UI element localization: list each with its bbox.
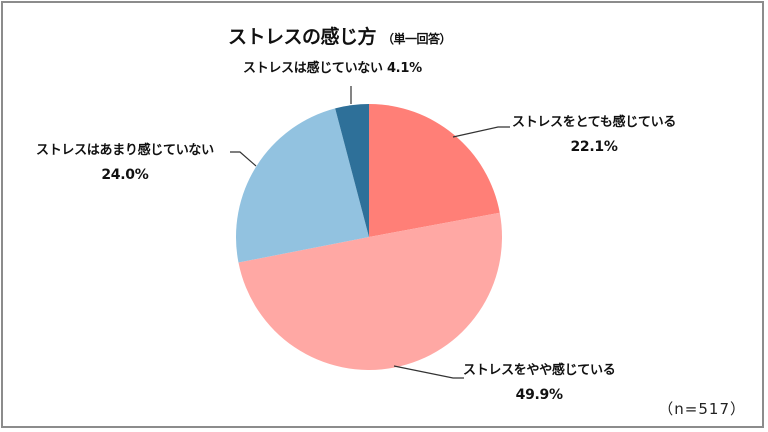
label-percent: 4.1% (386, 61, 422, 76)
chart-title: ストレスの感じ方 （単一回答） (228, 22, 452, 49)
label-text: ストレスはあまり感じていない (36, 143, 214, 158)
sample-size-note: （n=517） (658, 400, 746, 418)
chart-subtitle: （単一回答） (382, 32, 452, 46)
label-text: ストレスは感じていない (243, 61, 383, 76)
pie-slice (235, 108, 369, 263)
label-not-much-stressed: ストレスはあまり感じていない 24.0% (36, 139, 214, 183)
label-very-stressed: ストレスをとても感じている 22.1% (512, 111, 676, 155)
label-somewhat-stressed: ストレスをやや感じている 49.9% (463, 359, 616, 403)
pie-slice (238, 212, 502, 370)
label-percent: 49.9% (515, 387, 563, 403)
label-text: ストレスをやや感じている (463, 363, 616, 378)
leader-lines (230, 86, 510, 379)
label-not-stressed: ストレスは感じていない 4.1% (243, 57, 422, 76)
pie-slices (235, 104, 502, 370)
pie-slice (335, 104, 369, 237)
pie-slice (369, 104, 500, 237)
chart-title-text: ストレスの感じ方 (228, 26, 377, 48)
label-percent: 22.1% (570, 139, 618, 155)
label-percent: 24.0% (101, 167, 149, 183)
label-text: ストレスをとても感じている (512, 115, 677, 130)
